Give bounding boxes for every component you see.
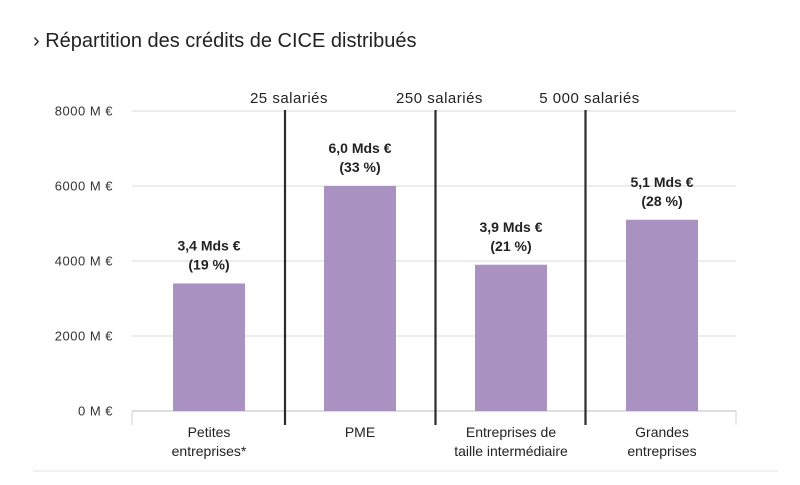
y-tick-label-6000: 6000 M €	[55, 179, 113, 194]
data-label-share-2: (33 %)	[339, 159, 380, 175]
category-label-1-line-2: entreprises*	[172, 443, 247, 459]
category-label-4-line-1: Grandes	[635, 424, 689, 440]
category-label-3-line-1: Entreprises de	[466, 424, 556, 440]
category-label-3-line-2: taille intermédiaire	[454, 443, 568, 459]
category-label-1-line-1: Petites	[188, 424, 231, 440]
y-tick-label-8000: 8000 M €	[55, 104, 113, 119]
category-label-4-line-2: entreprises	[627, 443, 696, 459]
y-tick-label-4000: 4000 M €	[55, 254, 113, 269]
threshold-label-1: 25 salariés	[250, 90, 328, 107]
data-label-share-3: (21 %)	[490, 238, 531, 254]
data-label-share-1: (19 %)	[188, 257, 229, 273]
data-label-value-1: 3,4 Mds €	[177, 238, 240, 254]
data-label-share-4: (28 %)	[641, 193, 682, 209]
bar-4	[626, 219, 698, 411]
threshold-label-2: 250 salariés	[396, 90, 483, 107]
data-label-value-2: 6,0 Mds €	[328, 140, 391, 156]
data-label-value-3: 3,9 Mds €	[479, 219, 542, 235]
category-label-2-line-1: PME	[345, 424, 375, 440]
chart-title: › Répartition des crédits de CICE distri…	[33, 30, 417, 52]
y-tick-label-0: 0 M €	[78, 404, 113, 419]
bar-1	[173, 283, 245, 411]
threshold-label-3: 5 000 salariés	[539, 90, 639, 107]
bar-3	[475, 264, 547, 411]
bar-2	[324, 186, 396, 411]
y-tick-label-2000: 2000 M €	[55, 329, 113, 344]
data-label-value-4: 5,1 Mds €	[630, 174, 693, 190]
